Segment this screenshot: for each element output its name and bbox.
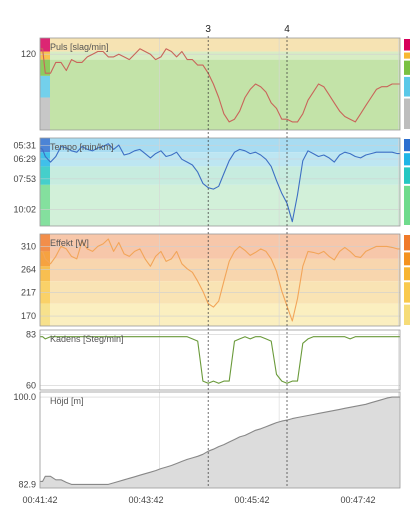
elevation-panel-label: Höjd [m] [50, 396, 84, 406]
pulse-panel-frame [39, 37, 401, 131]
pace-zone-bar [404, 139, 410, 152]
pulse-zone-bar [404, 98, 410, 129]
pulse-zone-bar [404, 60, 410, 75]
power-y-tick-label: 170 [21, 311, 36, 321]
panel-backgrounds [40, 38, 410, 326]
x-tick-label: 00:43:42 [128, 495, 163, 505]
power-y-tick-label: 264 [21, 264, 36, 274]
pace-panel-frame [39, 137, 401, 227]
pace-zone-band [50, 184, 400, 226]
power-zone-strip [40, 266, 50, 282]
power-zone-band [50, 303, 400, 326]
cadence-panel-frame [39, 329, 401, 391]
power-zone-bar [404, 282, 410, 303]
pace-zone-bar [404, 167, 410, 184]
pace-zone-bar [404, 153, 410, 166]
cadence-y-tick-label: 83 [26, 329, 36, 339]
power-zone-bar [404, 235, 410, 251]
pace-y-tick-label: 07:53 [13, 174, 36, 184]
power-zone-bar [404, 267, 410, 281]
power-zone-strip [40, 234, 50, 252]
cadence-series-line [40, 336, 400, 384]
pulse-zone-bar [404, 52, 410, 59]
pace-y-tick-label: 06:29 [13, 154, 36, 164]
power-zone-strip [40, 303, 50, 326]
pulse-zone-strip [40, 38, 50, 52]
cadence-y-tick-label: 60 [26, 381, 36, 391]
pulse-zone-band [50, 38, 400, 52]
pulse-zone-bar [404, 39, 410, 51]
x-tick-label: 00:45:42 [234, 495, 269, 505]
pulse-zone-bar [404, 76, 410, 97]
power-zone-band [50, 258, 400, 282]
panel-labels: 120 Puls [slag/min] 05:31 06:29 07:53 10:02 Te… [13, 42, 123, 489]
elevation-area [40, 397, 400, 488]
power-panel-label: Effekt [W] [50, 238, 89, 248]
pace-series-line [39, 143, 400, 223]
pace-zone-bar [404, 185, 410, 225]
elevation-series-line [40, 396, 400, 485]
pace-zone-strip [40, 166, 50, 185]
power-zone-bar [404, 304, 410, 325]
power-y-tick-label: 217 [21, 288, 36, 298]
cadence-panel-label: Kadens [Steg/min] [50, 334, 124, 344]
power-y-tick-label: 310 [21, 241, 36, 251]
power-series-line [40, 238, 400, 322]
x-axis: 00:41:42 00:43:42 00:45:42 00:47:42 [22, 495, 375, 505]
lap-marker-label: 4 [284, 24, 290, 35]
pulse-zone-strip [40, 97, 50, 130]
elevation-y-tick-label: 82.9 [18, 479, 36, 489]
pulse-zone-strip [40, 75, 50, 98]
power-panel-frame [39, 233, 401, 327]
pace-panel-label: Tempo [min/km] [50, 142, 114, 152]
pulse-y-tick-label: 120 [21, 49, 36, 59]
x-tick-label: 00:41:42 [22, 495, 57, 505]
pace-y-tick-label: 05:31 [13, 140, 36, 150]
pulse-zone-strip [40, 51, 50, 60]
pulse-panel-label: Puls [slag/min] [50, 42, 109, 52]
pace-y-tick-label: 10:02 [13, 204, 36, 214]
power-zone-bar [404, 252, 410, 266]
pace-zone-band [50, 166, 400, 185]
lap-marker-label: 3 [205, 24, 211, 35]
x-tick-label: 00:47:42 [340, 495, 375, 505]
series-lines [39, 48, 400, 488]
pulse-zone-band [50, 51, 400, 60]
elevation-panel-frame [39, 391, 401, 489]
panel-frames [39, 37, 401, 489]
pulse-series-line [40, 48, 400, 123]
pulse-zone-band [50, 59, 400, 130]
elevation-y-tick-label: 100.0 [13, 392, 36, 402]
pace-zone-strip [40, 184, 50, 226]
